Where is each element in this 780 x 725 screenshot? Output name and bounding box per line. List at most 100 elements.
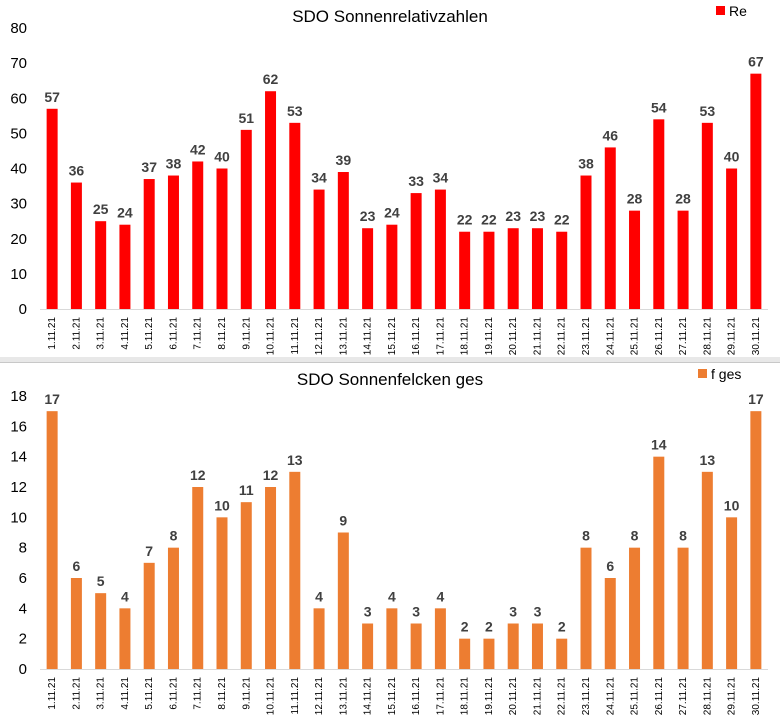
data-label: 12 [190, 467, 206, 483]
data-label: 24 [117, 205, 133, 221]
bar [750, 73, 762, 309]
bar [386, 608, 398, 669]
x-tick-label: 13.11.21 [338, 677, 349, 716]
bar [362, 623, 374, 669]
bar [70, 182, 82, 309]
data-label: 3 [509, 604, 517, 620]
data-label: 12 [263, 467, 279, 483]
x-tick-label: 22.11.21 [557, 677, 568, 716]
bar [604, 578, 616, 669]
x-tick-label: 16.11.21 [411, 677, 422, 716]
x-tick-label: 26.11.21 [654, 677, 665, 716]
data-label: 4 [121, 588, 129, 604]
y-tick-label: 2 [19, 631, 27, 648]
y-tick-label: 16 [10, 418, 27, 435]
bar [434, 608, 446, 669]
bar [143, 562, 155, 669]
data-label: 11 [239, 482, 254, 498]
x-tick-label: 28.11.21 [702, 317, 713, 356]
bar [531, 228, 543, 309]
bar [95, 593, 107, 669]
bar [46, 108, 58, 309]
y-tick-label: 12 [10, 479, 27, 496]
x-tick-label: 5.11.21 [144, 677, 155, 710]
x-tick-label: 19.11.21 [484, 677, 495, 716]
chart-title: SDO Sonnenrelativzahlen [292, 7, 488, 26]
bar [701, 471, 713, 669]
x-tick-label: 1.11.21 [47, 677, 58, 710]
data-label: 13 [287, 452, 303, 468]
bar [629, 547, 641, 669]
bar [119, 224, 131, 309]
bar [289, 122, 301, 310]
x-tick-label: 21.11.21 [532, 317, 543, 356]
data-label: 36 [69, 163, 85, 179]
legend-swatch [716, 6, 725, 15]
bar [556, 231, 568, 309]
bar [265, 91, 277, 309]
data-label: 62 [263, 71, 279, 87]
data-label: 38 [166, 156, 182, 172]
legend-swatch [698, 369, 707, 378]
x-tick-label: 17.11.21 [435, 317, 446, 356]
data-label: 2 [485, 619, 493, 635]
x-tick-label: 25.11.21 [630, 317, 641, 356]
data-label: 9 [339, 513, 347, 529]
data-label: 67 [748, 54, 764, 70]
bar [46, 411, 58, 669]
data-label: 24 [384, 205, 400, 221]
bar [95, 221, 107, 309]
x-tick-label: 29.11.21 [727, 677, 738, 716]
bar [507, 228, 519, 309]
x-tick-label: 9.11.21 [241, 677, 252, 710]
y-tick-label: 14 [10, 449, 27, 466]
bar [459, 638, 471, 669]
x-tick-label: 22.11.21 [557, 317, 568, 356]
y-tick-label: 70 [10, 55, 27, 72]
x-tick-label: 13.11.21 [338, 317, 349, 356]
bar [410, 623, 422, 669]
data-label: 3 [364, 604, 372, 620]
x-tick-label: 8.11.21 [217, 677, 228, 710]
y-tick-label: 80 [10, 20, 27, 37]
x-tick-label: 11.11.21 [290, 317, 301, 355]
bar [580, 547, 592, 669]
x-tick-label: 5.11.21 [144, 317, 155, 350]
y-tick-label: 10 [10, 509, 27, 526]
x-tick-label: 23.11.21 [581, 677, 592, 716]
data-label: 13 [700, 452, 716, 468]
data-label: 7 [145, 543, 153, 559]
chart-panel-sunspot-number: SDO Sonnenrelativzahlen Re 0 10 20 30 40 50 60 70… [0, 0, 780, 358]
y-tick-label: 0 [19, 301, 27, 318]
data-label: 14 [651, 437, 667, 453]
bar [362, 228, 374, 309]
y-tick-label: 40 [10, 161, 27, 178]
data-label: 6 [73, 558, 81, 574]
data-label: 34 [433, 170, 449, 186]
x-tick-label: 14.11.21 [363, 317, 374, 356]
y-tick-label: 20 [10, 231, 27, 248]
bar [313, 608, 325, 669]
chart-panel-sunspot-total: SDO Sonnenfelcken ges f ges 0 2 4 6 8 10 12 14 16 1… [0, 362, 780, 725]
bar [653, 119, 665, 309]
x-tick-label: 20.11.21 [508, 677, 519, 716]
bar [337, 172, 349, 309]
x-tick-label: 24.11.21 [605, 677, 616, 716]
data-label: 53 [700, 103, 716, 119]
data-label: 51 [238, 110, 254, 126]
data-label: 6 [606, 558, 614, 574]
x-tick-label: 12.11.21 [314, 317, 325, 356]
legend-label: f ges [711, 366, 741, 382]
data-label: 57 [44, 89, 60, 105]
bar [410, 193, 422, 309]
data-label: 39 [336, 152, 352, 168]
data-label: 8 [582, 528, 590, 544]
data-label: 3 [534, 604, 542, 620]
bar [507, 623, 519, 669]
data-label: 5 [97, 573, 105, 589]
data-label: 4 [437, 588, 445, 604]
y-tick-label: 6 [19, 570, 27, 587]
x-tick-label: 15.11.21 [387, 317, 398, 356]
chart-sunspot-total: SDO Sonnenfelcken ges f ges02468101214161… [10, 366, 768, 716]
y-tick-label: 10 [10, 266, 27, 283]
